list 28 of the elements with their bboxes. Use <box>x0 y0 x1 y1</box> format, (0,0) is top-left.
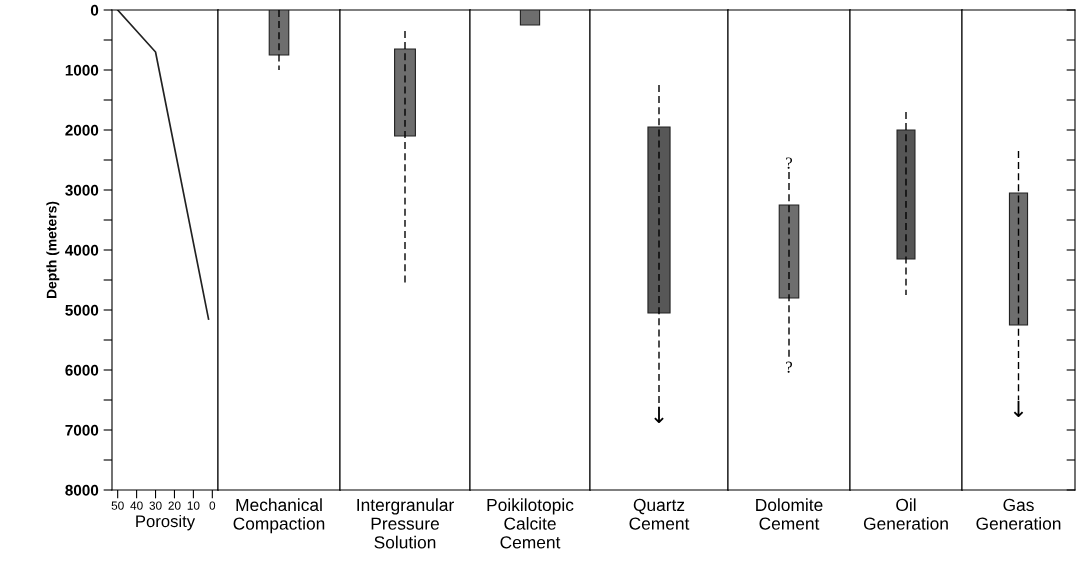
x-axis-title: Porosity <box>136 514 196 531</box>
x-tick-label: Quartz Cement <box>629 498 690 530</box>
x-tick-label: Intergranular Pressure Solution <box>357 498 454 549</box>
y-tick-label: 7000 <box>65 424 99 436</box>
x-tick-label: Poikilotopic Calcite Cement <box>487 498 574 549</box>
x-tick-label: Oil Generation <box>863 498 948 530</box>
x-tick-label: 0 <box>209 501 216 510</box>
x-tick-label: Dolomite Cement <box>756 498 823 530</box>
annotation: ↓ <box>654 406 664 423</box>
x-tick-label: Mechanical Compaction <box>233 498 325 534</box>
y-tick-label: 6000 <box>65 364 99 376</box>
annotation: ? <box>786 157 793 169</box>
y-tick-label: 8000 <box>65 484 99 496</box>
x-tick-label: Gas Generation <box>976 498 1061 530</box>
annotation: ? <box>786 361 793 373</box>
y-tick-label: 5000 <box>65 304 99 316</box>
y-tick-label: 2000 <box>65 124 99 136</box>
x-tick-label: 30 <box>149 501 162 510</box>
y-tick-label: 4000 <box>65 244 99 256</box>
x-tick-label: 10 <box>187 501 200 510</box>
y-tick-label: 1000 <box>65 64 99 76</box>
x-tick-label: 40 <box>130 501 143 510</box>
x-tick-label: 20 <box>168 501 181 510</box>
annotation: ↓ <box>1013 400 1024 417</box>
y-tick-label: 0 <box>90 4 99 16</box>
y-tick-label: 3000 <box>65 184 99 196</box>
x-tick-label: 50 <box>111 501 124 510</box>
y-axis-title: Depth (meters) <box>46 201 60 299</box>
